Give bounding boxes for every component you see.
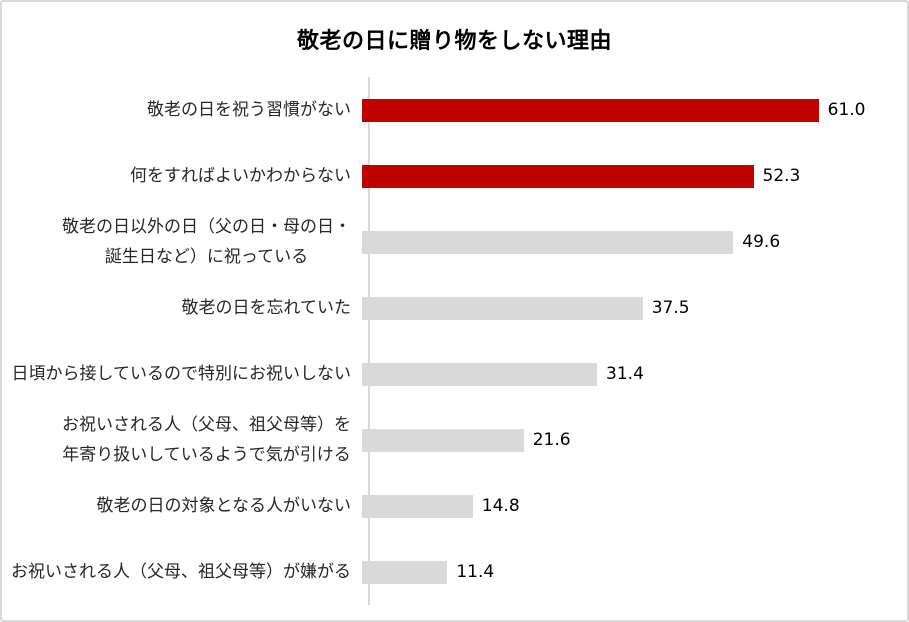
category-label: お祝いされる人（父母、祖父母等）が嫌がる — [11, 562, 351, 581]
chart-row: 敬老の日を忘れていた 37.5 — [2, 275, 907, 341]
plot-area: 37.5 — [360, 275, 907, 341]
bar — [362, 560, 448, 584]
value-label: 49.6 — [742, 232, 781, 252]
plot-area: 14.8 — [360, 473, 907, 539]
chart-row: 日頃から接しているので特別にお祝いしない 31.4 — [2, 341, 907, 407]
chart-row: 何をすればよいかわからない 52.3 — [2, 143, 907, 209]
category-label: 敬老の日を忘れていた — [181, 298, 352, 317]
chart-row: 敬老の日を祝う習慣がない 61.0 — [2, 77, 907, 143]
category-label: 日頃から接しているので特別にお祝いしない — [11, 364, 352, 383]
category-label: 敬老の日を祝う習慣がない — [147, 100, 351, 119]
bar — [362, 296, 643, 320]
bar — [362, 98, 819, 122]
plot-area: 49.6 — [360, 209, 907, 275]
chart-title: 敬老の日に贈り物をしない理由 — [296, 28, 612, 53]
category-label: 敬老の日以外の日（父の日・母の日・ 誕生日など）に祝っている — [62, 217, 351, 266]
category-label: 敬老の日の対象となる人がいない — [96, 496, 352, 515]
category-label: お祝いされる人（父母、祖父母等）を 年寄り扱いしているようで気が引ける — [62, 415, 351, 464]
category-label: 何をすればよいかわからない — [130, 166, 351, 185]
chart-row: お祝いされる人（父母、祖父母等）を 年寄り扱いしているようで気が引ける 21.6 — [2, 407, 907, 473]
bar — [362, 494, 473, 518]
plot-area: 61.0 — [360, 77, 907, 143]
chart-row: お祝いされる人（父母、祖父母等）が嫌がる 11.4 — [2, 539, 907, 605]
value-label: 21.6 — [532, 430, 571, 450]
value-label: 52.3 — [762, 166, 801, 186]
bar — [362, 230, 734, 254]
value-label: 61.0 — [827, 100, 866, 120]
value-label: 37.5 — [651, 298, 690, 318]
bar — [362, 164, 754, 188]
bar — [362, 362, 598, 386]
plot-area: 31.4 — [360, 341, 907, 407]
plot-area: 52.3 — [360, 143, 907, 209]
value-label: 31.4 — [606, 364, 644, 384]
value-label: 14.8 — [481, 496, 520, 516]
chart-row: 敬老の日以外の日（父の日・母の日・ 誕生日など）に祝っている 49.6 — [2, 209, 907, 275]
plot-area: 11.4 — [360, 539, 907, 605]
value-label: 11.4 — [456, 562, 495, 582]
plot-area: 21.6 — [360, 407, 907, 473]
bar — [362, 428, 524, 452]
y-axis-line — [368, 77, 370, 605]
chart-row: 敬老の日の対象となる人がいない 14.8 — [2, 473, 907, 539]
bar-chart: 敬老の日を祝う習慣がない 61.0 何をすればよいかわからない 52.3 敬老の日以外の… — [2, 77, 907, 605]
